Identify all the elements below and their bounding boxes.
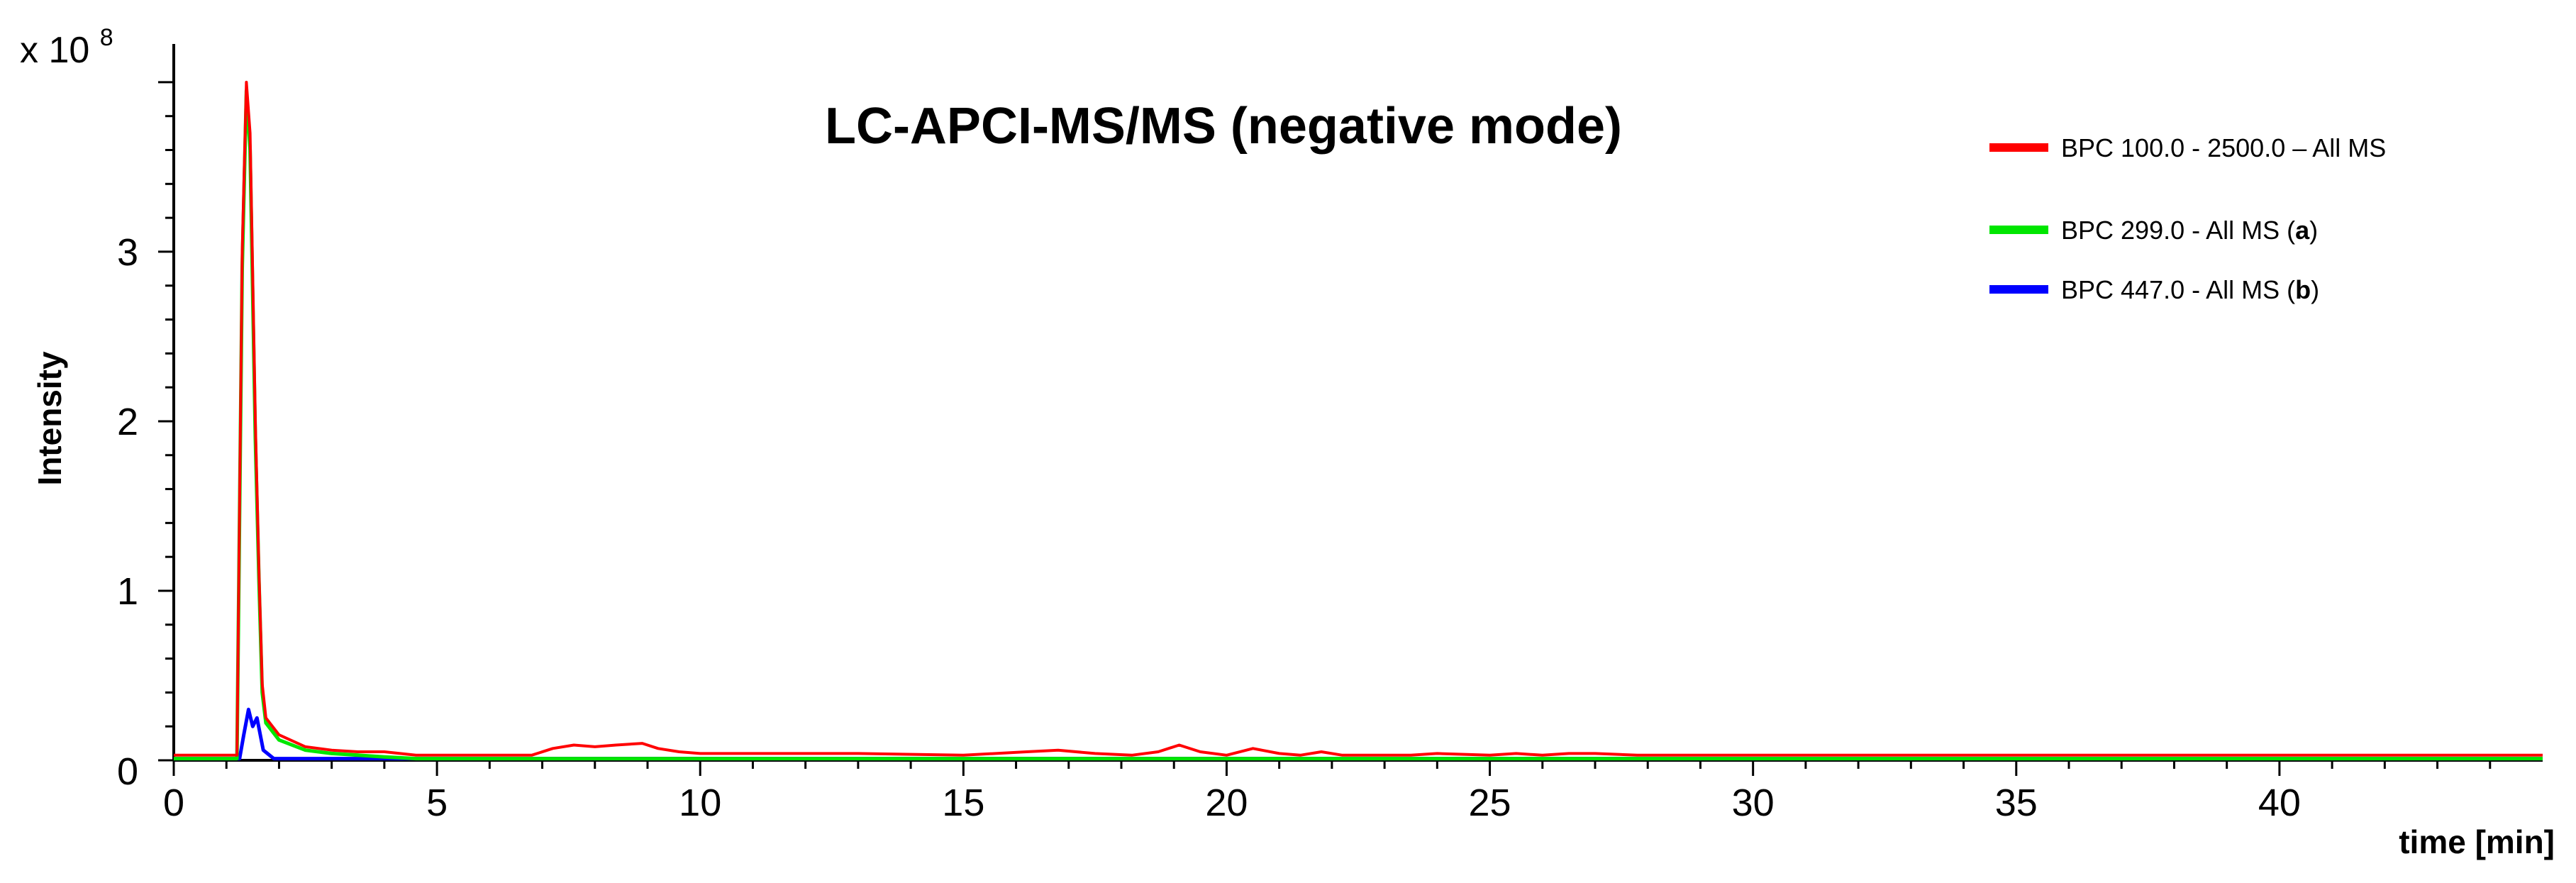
series-line-1 bbox=[174, 80, 2543, 757]
series-line-3 bbox=[174, 707, 2543, 761]
x-tick-label: 35 bbox=[1995, 782, 2038, 824]
x-tick-label: 20 bbox=[1205, 782, 1248, 824]
legend-label-3: BPC 447.0 - All MS (b) bbox=[2061, 275, 2319, 304]
legend-label-2: BPC 299.0 - All MS (a) bbox=[2061, 216, 2318, 245]
x-tick-label: 10 bbox=[679, 782, 721, 824]
chart-title: LC-APCI-MS/MS (negative mode) bbox=[825, 98, 1622, 155]
x-axis-title: time [min] bbox=[2399, 823, 2555, 860]
x-tick-label: 15 bbox=[942, 782, 984, 824]
x-tick-label: 40 bbox=[2258, 782, 2301, 824]
x-tick-label: 30 bbox=[1732, 782, 1775, 824]
y-multiplier-exponent: 8 bbox=[100, 24, 113, 51]
y-axis-title: Intensity bbox=[31, 351, 68, 486]
y-tick-label: 1 bbox=[117, 570, 138, 613]
y-multiplier-base: x 10 bbox=[20, 30, 89, 71]
legend: BPC 100.0 - 2500.0 – All MS BPC 299.0 - A… bbox=[1989, 133, 2386, 304]
y-axis-multiplier: x 10 8 bbox=[20, 24, 113, 71]
x-tick-label: 25 bbox=[1469, 782, 1511, 824]
y-tick-label: 2 bbox=[117, 401, 138, 443]
plot-lines bbox=[174, 80, 2543, 761]
x-tick-label: 5 bbox=[426, 782, 448, 824]
series-line-2 bbox=[174, 89, 2543, 761]
y-tick-label: 3 bbox=[117, 231, 138, 274]
y-tick-label: 0 bbox=[117, 750, 138, 793]
legend-label-1: BPC 100.0 - 2500.0 – All MS bbox=[2061, 133, 2386, 162]
x-tick-label: 0 bbox=[163, 782, 184, 824]
